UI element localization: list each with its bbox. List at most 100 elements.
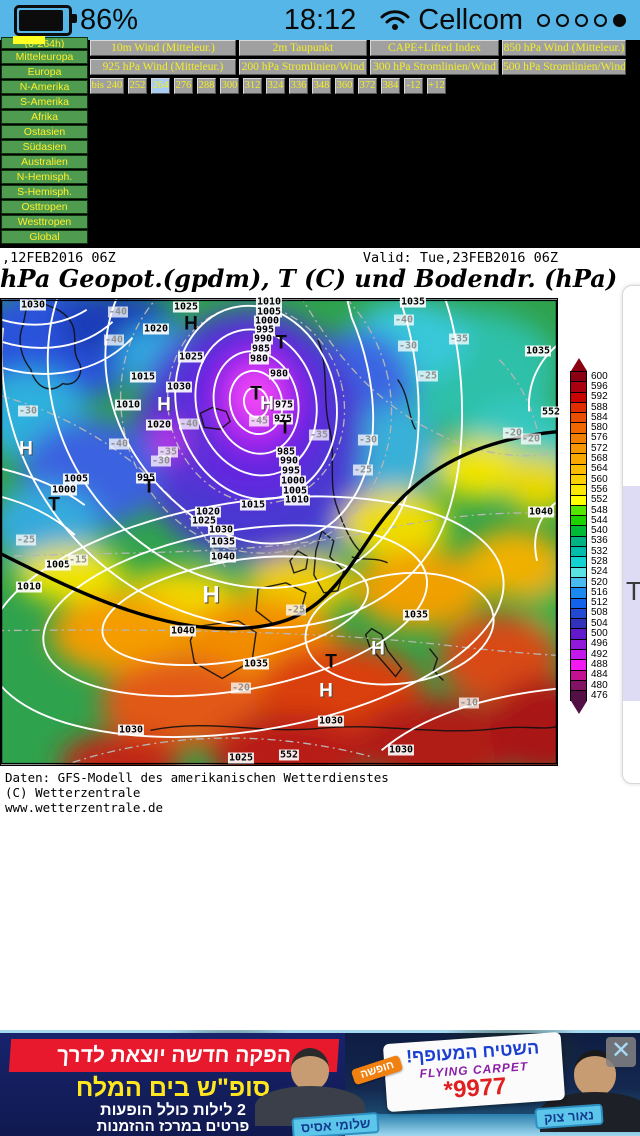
sidebar-item-nhemisph[interactable]: N-Hemisph. (1, 170, 88, 184)
weather-map: 1030 1025 1020 1025 1015 1030 1010 1020 1010 1005… (0, 296, 562, 766)
caption-line3[interactable]: www.wetterzentrale.de (5, 800, 164, 815)
sidebar-item-shemisph[interactable]: S-Hemisph. (1, 185, 88, 199)
forecast-hour-button[interactable]: 252 (128, 78, 147, 94)
sidebar-item-afrika[interactable]: Afrika (1, 110, 88, 124)
sidebar-item-westtropen[interactable]: Westtropen (1, 215, 88, 229)
colorbar-swatch (570, 504, 587, 516)
colorbar-row: 476 (570, 689, 608, 701)
param-button[interactable]: 500 hPa Stromlinien/Wind (502, 59, 626, 75)
colorbar-tick-label: 592 (591, 391, 608, 403)
map-page: ,12FEB2016 06Z Valid: Tue,23FEB2016 06Z … (0, 248, 640, 1030)
forecast-hour-button[interactable]: 300 (220, 78, 239, 94)
colorbar-row: 588 (570, 402, 608, 413)
sidebar-item-namerika[interactable]: N-Amerika (1, 80, 88, 94)
forecast-hour-button[interactable]: 348 (312, 78, 331, 94)
colorbar-swatch (570, 587, 587, 598)
forecast-hour-button[interactable]: 276 (174, 78, 193, 94)
colorbar-row: 552 (570, 494, 608, 505)
forecast-hour-button[interactable]: 288 (197, 78, 216, 94)
colorbar-tick-label: 528 (591, 556, 608, 567)
map-title: hPa Geopot.(gpdm), T (C) und Bodendr. (h… (0, 264, 618, 293)
colorbar-row: 540 (570, 525, 608, 536)
colorbar-swatch (570, 381, 587, 392)
colorbar-swatch (570, 391, 587, 402)
forecast-hour-button[interactable]: 336 (289, 78, 308, 94)
colorbar-row: 560 (570, 474, 608, 485)
thick-552-contour (1, 430, 557, 631)
forecast-hour-button[interactable]: 312 (243, 78, 262, 94)
colorbar-tick-label: 476 (591, 689, 608, 701)
colorbar-tick-label: 480 (591, 679, 608, 691)
colorbar-swatch (570, 453, 587, 464)
colorbar-swatch (570, 412, 587, 423)
battery-percent: 86% (80, 3, 139, 36)
colorbar-tick-label: 548 (591, 504, 608, 516)
side-panel-section (623, 486, 640, 701)
run-label: ,12FEB2016 06Z (2, 250, 116, 266)
signal-dots-icon (537, 13, 626, 27)
colorbar-swatch (570, 576, 587, 588)
colorbar-row: 572 (570, 442, 608, 454)
colorbar-tick-label: 568 (591, 453, 608, 465)
param-button[interactable]: 300 hPa Stromlinien/Wind (370, 59, 499, 75)
forecast-hour-button[interactable]: +12 (427, 78, 446, 94)
side-overlay-panel[interactable]: T (622, 285, 640, 784)
param-button[interactable]: 200 hPa Stromlinien/Wind (239, 59, 367, 75)
ad-banner[interactable]: הפקה חדשה יוצאת לדרך סופ"ש בים המלח 2 לי… (0, 1030, 640, 1136)
colorbar-swatch (570, 463, 587, 474)
forecast-hour-button[interactable]: 384 (381, 78, 400, 94)
colorbar-swatch (570, 422, 587, 433)
colorbar-tick-label: 596 (591, 380, 608, 392)
colorbar-bottom-arrow (571, 700, 587, 714)
carrier-label: Cellcom (418, 3, 523, 36)
ad-subline-2: פרטים במרכז ההזמנות (96, 1118, 250, 1135)
sidebar-item-mitteleuropa[interactable]: Mitteleuropa (1, 50, 88, 64)
forecast-hour-button[interactable]: -12 (404, 78, 423, 94)
forecast-hour-button[interactable]: 360 (335, 78, 354, 94)
colorbar-row: 532 (570, 546, 608, 557)
sidebar-item-partial[interactable]: (0-264h) (1, 36, 88, 49)
param-button[interactable]: 10m Wind (Mitteleur.) (90, 40, 236, 56)
sidebar-item-ostasien[interactable]: Ostasien (1, 125, 88, 139)
forecast-hour-button[interactable]: 372 (358, 78, 377, 94)
param-button[interactable]: CAPE+Lifted Index (370, 40, 499, 56)
status-bar: 86% 18:12 Cellcom (0, 0, 640, 40)
wifi-icon (380, 10, 410, 30)
sidebar-item-osttropen[interactable]: Osttropen (1, 200, 88, 214)
colorbar-row: 512 (570, 597, 608, 609)
weather-map-canvas (1, 299, 557, 765)
colorbar-swatch (570, 546, 587, 557)
forecast-hour-button[interactable]: bis 240 (90, 78, 124, 94)
colorbar-row: 480 (570, 679, 608, 691)
forecast-hour-button[interactable]: 264 (151, 78, 170, 94)
forecast-hour-button[interactable]: 324 (266, 78, 285, 94)
sidebar-item-australien[interactable]: Australien (1, 155, 88, 169)
sidebar-partial-chip (12, 36, 45, 44)
param-button[interactable]: 850 hPa Wind (Mitteleur.) (502, 40, 626, 56)
param-button[interactable]: 925 hPa Wind (Mitteleur.) (90, 59, 236, 75)
ad-headline: סופ"ש בים המלח (75, 1074, 271, 1102)
colorbar-tick-label: 512 (591, 597, 608, 609)
ad-close-button[interactable]: ✕ (606, 1037, 636, 1067)
sidebar-item-global[interactable]: Global (1, 230, 88, 244)
colorbar-legend: 600 596 592 588 584 580 576 572 568 564 560 556 552 5… (570, 358, 608, 714)
clock: 18:12 (283, 3, 357, 36)
param-button[interactable]: 2m Taupunkt (239, 40, 367, 56)
colorbar-tick-label: 584 (591, 411, 608, 423)
status-left: 86% (14, 4, 138, 37)
sidebar-item-sdasien[interactable]: Südasien (1, 140, 88, 154)
isobar-contours (1, 299, 557, 751)
sidebar-item-samerika[interactable]: S-Amerika (1, 95, 88, 109)
colorbar-swatch (570, 535, 587, 547)
colorbar-tick-label: 520 (591, 576, 608, 588)
colorbar-swatch (570, 618, 587, 629)
colorbar-tick-label: 572 (591, 442, 608, 454)
colorbar-swatch (570, 556, 587, 567)
colorbar-row: 564 (570, 463, 608, 475)
sidebar-item-europa[interactable]: Europa (1, 65, 88, 79)
colorbar-swatch (570, 525, 587, 536)
colorbar-swatch (570, 566, 587, 577)
colorbar-tick-label: 556 (591, 483, 608, 495)
colorbar-tick-label: 508 (591, 607, 608, 619)
colorbar-tick-label: 564 (591, 463, 608, 475)
